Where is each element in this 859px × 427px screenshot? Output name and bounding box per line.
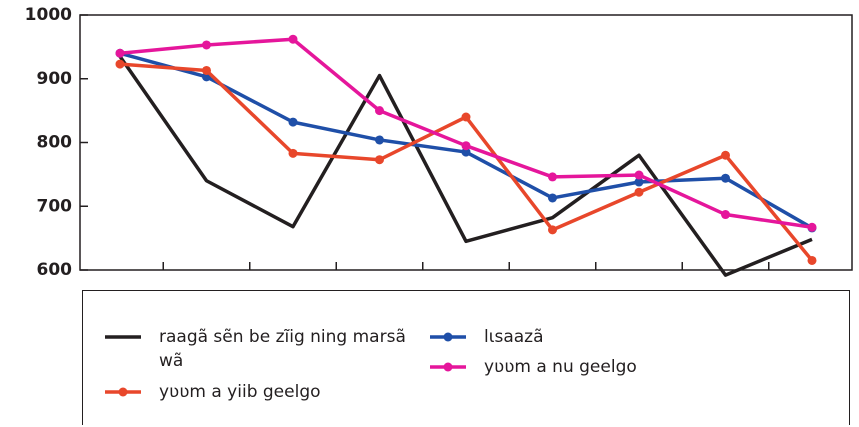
series-line — [119, 51, 813, 230]
y-tick-label: 800 — [37, 133, 73, 153]
y-tick-label: 900 — [37, 69, 73, 89]
point — [634, 170, 644, 180]
legend-label: lɩsaazã — [484, 327, 544, 347]
x-tick-label: 05/06 — [785, 288, 839, 290]
legend-entry: yʋʋm a yiib geelgo — [103, 380, 429, 404]
x-tick-label: 90/00 — [266, 288, 320, 290]
legend-symbol — [430, 362, 466, 372]
point — [548, 172, 557, 182]
legend-label: yʋʋm a nu geelgo — [484, 357, 637, 377]
point — [634, 177, 644, 187]
point — [548, 193, 557, 203]
point — [288, 117, 298, 127]
legend: raagã sẽn be zĩig ning marsã wã lɩsaazã yʋ… — [82, 290, 850, 425]
y-tick-label: 700 — [37, 196, 73, 216]
legend-marker — [443, 332, 453, 342]
point — [721, 210, 730, 220]
point — [807, 222, 817, 232]
y-tick-label: 1000 — [25, 5, 72, 25]
point — [461, 147, 471, 157]
point — [548, 225, 557, 235]
point — [721, 173, 730, 183]
legend-entry: lɩsaazã — [428, 325, 754, 349]
point — [461, 141, 471, 151]
point — [375, 155, 384, 165]
series-line — [118, 55, 813, 277]
legend-label: raagã sẽn be zĩig ning marsã wã — [159, 327, 406, 371]
legend-symbol — [105, 335, 141, 339]
series-line — [119, 62, 814, 262]
point — [634, 187, 644, 197]
series-line — [119, 37, 813, 230]
legend-symbol — [105, 387, 141, 397]
x-tick-label: 97/98 — [93, 288, 147, 290]
legend-symbol — [430, 332, 466, 342]
point — [288, 34, 298, 44]
point — [115, 48, 125, 58]
point — [202, 40, 211, 50]
legend-marker — [443, 362, 453, 372]
point — [375, 135, 384, 145]
point — [461, 112, 471, 122]
point — [721, 150, 730, 160]
x-tick-label: 03/04 — [612, 288, 666, 290]
point — [115, 59, 125, 69]
point — [202, 65, 211, 75]
point — [288, 148, 298, 158]
legend-entry: yʋʋm a nu geelgo — [428, 355, 754, 379]
y-tick-label: 600 — [37, 260, 73, 280]
chart: 600 700 800 900 1000 97/98 90/00 01/02 03/04 05/0… — [25, 5, 853, 290]
x-tick-label: 01/02 — [439, 288, 493, 290]
legend-marker — [118, 387, 128, 397]
point — [375, 106, 384, 116]
legend-label: yʋʋm a yiib geelgo — [159, 382, 321, 402]
legend-entry: raagã sẽn be zĩig ning marsã wã — [103, 325, 429, 373]
point — [807, 255, 817, 265]
